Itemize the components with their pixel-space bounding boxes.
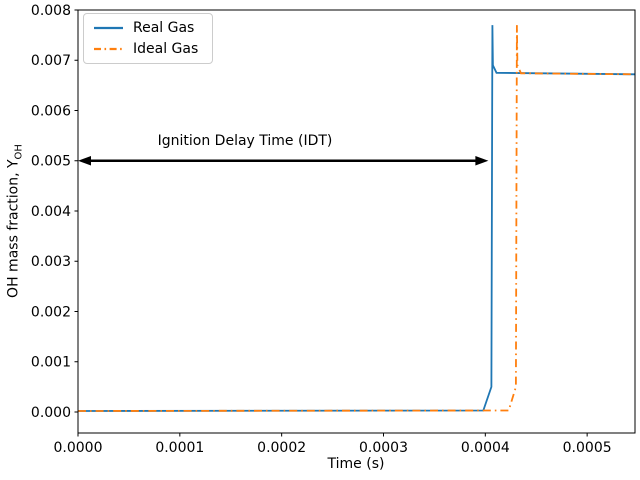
idt-arrow-head-left bbox=[78, 156, 91, 166]
idt-arrow-head-right bbox=[475, 156, 489, 166]
y-tick-label: 0.001 bbox=[31, 355, 71, 371]
y-tick-label: 0.000 bbox=[31, 405, 71, 421]
series-line-ideal-gas bbox=[77, 25, 636, 412]
legend-item-ideal-gas: Ideal Gas bbox=[93, 40, 198, 58]
axes-border bbox=[77, 9, 636, 434]
legend-line-sample-ideal-gas bbox=[94, 47, 123, 51]
x-tick-label: 0.0002 bbox=[257, 440, 306, 456]
x-axis-label: Time (s) bbox=[327, 456, 385, 472]
x-tick-label: 0.0000 bbox=[54, 440, 103, 456]
legend-line-sample-real-gas bbox=[94, 26, 123, 30]
legend-item-real-gas: Real Gas bbox=[93, 19, 198, 37]
y-tick-label: 0.003 bbox=[31, 254, 71, 270]
y-tick-label: 0.007 bbox=[31, 53, 71, 69]
y-tick-label: 0.002 bbox=[31, 304, 71, 320]
x-tick-label: 0.0004 bbox=[461, 440, 510, 456]
y-tick-label: 0.006 bbox=[31, 103, 71, 119]
y-tick-label: 0.004 bbox=[31, 204, 71, 220]
y-axis-label: OH mass fraction, YOH bbox=[6, 144, 25, 298]
x-tick-label: 0.0003 bbox=[359, 440, 408, 456]
x-tick-label: 0.0001 bbox=[155, 440, 204, 456]
y-tick-label: 0.005 bbox=[31, 154, 71, 170]
y-tick-label: 0.008 bbox=[31, 3, 71, 19]
y-axis-label-text: OH mass fraction, Y bbox=[5, 159, 22, 298]
x-tick-label: 0.0005 bbox=[563, 440, 612, 456]
legend: Real Gas Ideal Gas bbox=[83, 13, 214, 64]
legend-label-real-gas: Real Gas bbox=[133, 20, 195, 36]
legend-label-ideal-gas: Ideal Gas bbox=[133, 41, 199, 57]
idt-annotation-text: Ignition Delay Time (IDT) bbox=[157, 133, 333, 149]
y-axis-label-subscript: OH bbox=[13, 144, 25, 160]
series-line-real-gas bbox=[77, 25, 636, 412]
